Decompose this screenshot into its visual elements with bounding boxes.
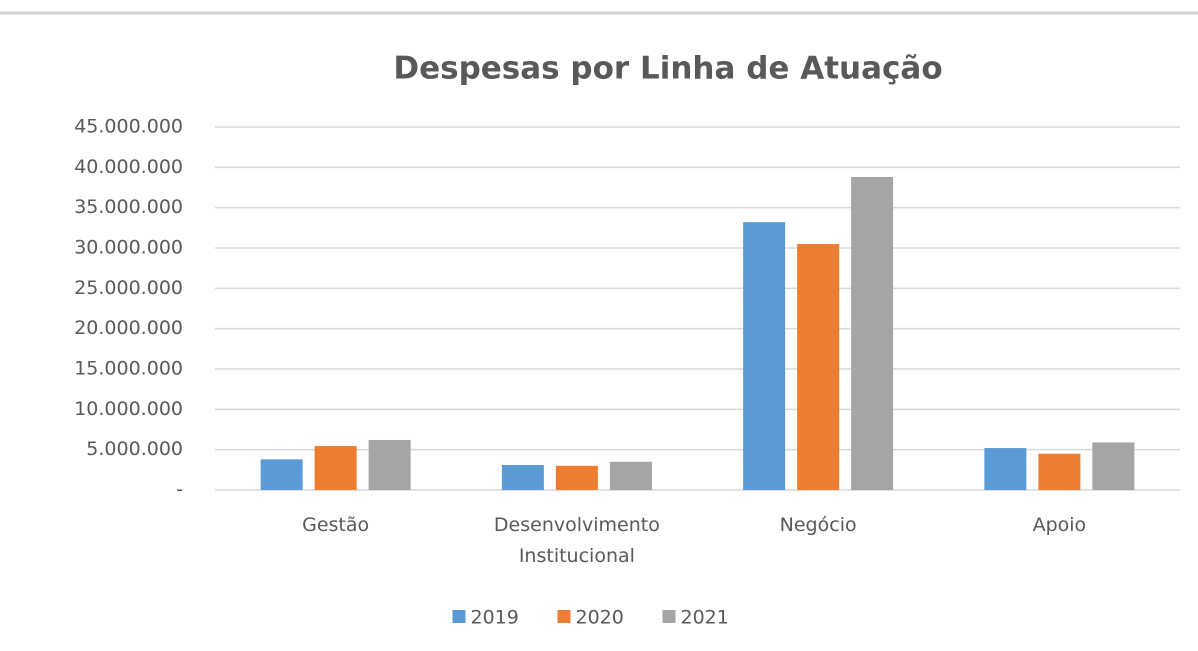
y-tick-label: 45.000.000 xyxy=(74,116,183,138)
legend-label: 2021 xyxy=(681,607,729,629)
bar xyxy=(609,461,652,490)
y-tick-label: 35.000.000 xyxy=(74,196,183,218)
y-tick-label: 15.000.000 xyxy=(74,358,183,380)
y-tick-label: 20.000.000 xyxy=(74,317,183,339)
bar xyxy=(1038,453,1081,490)
legend-swatch xyxy=(557,610,571,623)
bar xyxy=(851,177,894,490)
x-tick-label: Apoio xyxy=(1032,514,1087,536)
x-tick-label: Desenvolvimento Institucional xyxy=(493,514,660,567)
bar xyxy=(984,448,1027,490)
bar xyxy=(260,459,303,490)
bar xyxy=(743,222,786,491)
bar xyxy=(368,439,411,490)
y-tick-label: 30.000.000 xyxy=(74,237,183,259)
legend-label: 2019 xyxy=(471,607,519,629)
bar xyxy=(501,464,544,490)
legend-swatch xyxy=(452,610,466,623)
bar xyxy=(1092,442,1135,490)
bar xyxy=(797,243,840,490)
y-tick-label: 10.000.000 xyxy=(74,398,183,420)
x-tick-label: Gestão xyxy=(302,514,370,536)
legend-label: 2020 xyxy=(576,607,624,629)
x-tick-label: Negócio xyxy=(779,514,857,536)
bar xyxy=(314,446,357,490)
y-tick-label: 40.000.000 xyxy=(74,156,183,178)
legend-swatch xyxy=(662,610,676,623)
chart-title: Despesas por Linha de Atuação xyxy=(393,51,942,87)
y-tick-label: - xyxy=(176,479,183,501)
y-tick-label: 5.000.000 xyxy=(86,438,183,460)
y-tick-label: 25.000.000 xyxy=(74,277,183,299)
bar xyxy=(555,465,598,490)
